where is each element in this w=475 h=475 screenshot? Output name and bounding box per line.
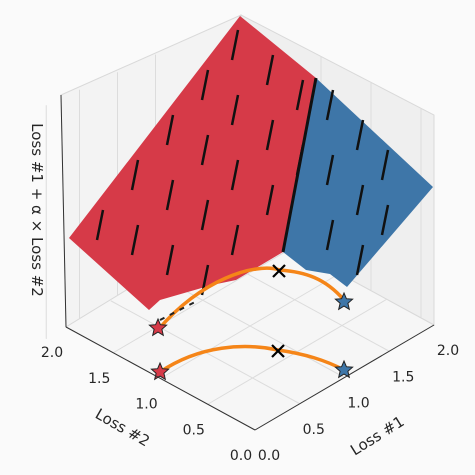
gradient-dash <box>200 69 210 101</box>
gradient-dash <box>230 224 240 256</box>
gradient-dash <box>165 244 175 276</box>
cross-marker-surface <box>272 264 286 278</box>
y-tick-label: 1.0 <box>135 397 157 413</box>
tick-labels: 0.0 0.5 1.0 1.5 2.0 0.0 0.5 1.0 1.5 2.0 <box>41 343 459 464</box>
gradient-dash <box>325 219 335 251</box>
cross-stroke <box>271 344 285 358</box>
gradient-dash <box>230 94 240 126</box>
star-marker-red-surface <box>148 317 168 337</box>
x-axis-line <box>254 324 435 431</box>
gradient-dash <box>380 149 390 181</box>
star-marker-blue-surface <box>334 291 354 311</box>
y-tick-label: 0.5 <box>183 422 205 438</box>
z-axis-label: Loss #1 + α × Loss #2 <box>28 123 46 297</box>
y-tick-label: 0.0 <box>230 448 252 464</box>
x-tick-label: 1.5 <box>392 369 414 385</box>
x-tick-label: 0.5 <box>303 422 325 438</box>
gradient-dash <box>325 89 335 121</box>
gradient-dash <box>165 179 175 211</box>
gradient-dash <box>165 114 175 146</box>
surface-right-region <box>283 78 433 287</box>
gradient-dash <box>355 119 365 151</box>
x-axis-label: Loss #1 <box>347 412 407 459</box>
pareto-curve-floor <box>159 344 345 374</box>
gradient-dash <box>200 134 210 166</box>
y-tick-label: 2.0 <box>41 345 63 361</box>
star-marker-red-floor <box>150 361 170 381</box>
gradient-dash <box>325 154 335 186</box>
gradient-dash <box>265 184 275 216</box>
x-tick-label: 0.0 <box>258 448 280 464</box>
gradient-dash <box>230 159 240 191</box>
gradient-dash <box>230 29 240 61</box>
gradient-dash <box>265 54 275 86</box>
z-axis-line <box>60 94 67 328</box>
gradient-dash <box>355 184 365 216</box>
gradient-dash <box>380 204 390 236</box>
pareto-curve-surface <box>156 266 346 332</box>
floor-grid-line <box>112 247 293 354</box>
gradient-dash <box>95 209 105 241</box>
gradient-dash <box>355 244 365 276</box>
y-axis-line <box>65 326 256 431</box>
y-tick-label: 1.5 <box>88 371 110 387</box>
gradient-dash <box>295 79 305 111</box>
gradient-dash <box>265 119 275 151</box>
gradient-dash <box>200 199 210 231</box>
x-tick-label: 2.0 <box>437 343 459 359</box>
floor-grid-line <box>160 273 340 379</box>
region-boundary <box>281 77 318 253</box>
gradient-dash <box>130 159 140 191</box>
markers-layer <box>148 264 354 381</box>
cross-stroke <box>272 264 286 278</box>
x-tick-label: 1.0 <box>347 396 369 412</box>
gradient-dash <box>130 224 140 256</box>
star-marker-blue-floor <box>334 359 354 379</box>
cross-marker-floor <box>271 344 285 358</box>
surface-left-region <box>69 16 316 310</box>
